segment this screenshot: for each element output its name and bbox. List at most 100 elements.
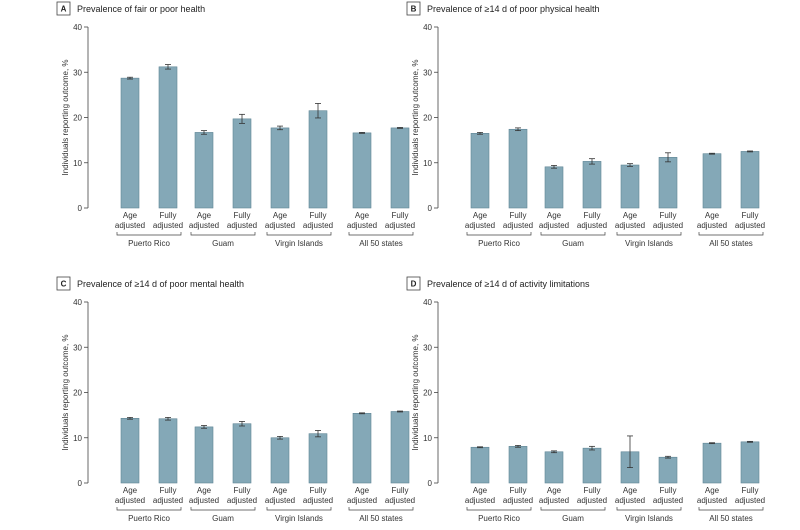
bar-label-line2: adjusted [347,496,377,505]
bar [308,110,328,209]
bar-label-line1: Age [705,486,720,495]
bar [308,433,328,484]
bar-label-line2: adjusted [577,221,607,230]
bar-label-line2: adjusted [465,221,495,230]
bar-label-line2: adjusted [227,221,257,230]
group-label: Guam [212,514,234,523]
group-bracket [266,507,332,511]
bar-label-line1: Fully [234,486,251,495]
bar [390,127,410,209]
bar [582,161,602,209]
bar-label-line2: adjusted [577,496,607,505]
group-bracket [348,232,414,236]
bar-label-line1: Fully [234,211,251,220]
panel-c: C Prevalence of ≥14 d of poor mental heal… [56,276,415,523]
bar-label-line2: adjusted [385,496,415,505]
bar [232,423,252,484]
bar [158,418,178,484]
bar-label-line2: adjusted [347,221,377,230]
y-tick-label: 30 [73,68,82,77]
panel-b: B Prevalence of ≥14 d of poor physical he… [406,1,765,248]
bar [620,164,640,209]
bar-label-line1: Fully [742,486,759,495]
bar-label-line2: adjusted [115,221,145,230]
bar-label-line1: Age [473,211,488,220]
group-label: Puerto Rico [128,514,170,523]
bar-label-line1: Age [547,211,562,220]
y-tick-label: 0 [78,204,83,213]
bar-label-line2: adjusted [189,221,219,230]
group-label: Guam [562,239,584,248]
y-axis-label: Individuals reporting outcome, % [61,59,70,175]
bar-label-line2: adjusted [735,221,765,230]
group-label: Puerto Rico [478,514,520,523]
group-label: All 50 states [709,514,753,523]
bar [740,151,760,209]
bar-label-line1: Fully [742,211,759,220]
bar [270,127,290,209]
bar-label-line2: adjusted [735,496,765,505]
group-bracket [466,507,532,511]
group-label: All 50 states [359,239,403,248]
panel-title: Prevalence of ≥14 d of activity limitati… [427,279,590,289]
group-label: Puerto Rico [478,239,520,248]
bar-label-line2: adjusted [503,496,533,505]
bar-label-line1: Age [705,211,720,220]
y-axis-label: Individuals reporting outcome, % [411,59,420,175]
bar-label-line2: adjusted [153,496,183,505]
group-bracket [348,507,414,511]
bar-label-line2: adjusted [653,221,683,230]
group-label: Virgin Islands [275,239,323,248]
bar [508,128,528,209]
bar [194,426,214,484]
bar [658,157,678,209]
bar-label-line2: adjusted [303,221,333,230]
bar [390,411,410,484]
bar-label-line1: Age [123,211,138,220]
y-axis-label: Individuals reporting outcome, % [61,334,70,450]
bar-label-line1: Fully [392,486,409,495]
group-bracket [190,232,256,236]
panel-a: A Prevalence of fair or poor health 0 10 20 3… [56,1,415,248]
bar-label-line2: adjusted [265,221,295,230]
bar [658,456,678,484]
bar-label-line1: Fully [510,486,527,495]
group-label: Virgin Islands [625,514,673,523]
bar [544,451,564,484]
bar-label-line1: Fully [160,211,177,220]
y-tick-label: 0 [428,479,433,488]
group-label: Virgin Islands [625,239,673,248]
bar-label-line1: Fully [660,211,677,220]
y-axis-label: Individuals reporting outcome, % [411,334,420,450]
bar-label-line2: adjusted [115,496,145,505]
bar-label-line2: adjusted [615,496,645,505]
bar-label-line2: adjusted [465,496,495,505]
y-tick-label: 30 [423,68,432,77]
group-bracket [116,507,182,511]
y-tick-label: 30 [423,343,432,352]
group-label: All 50 states [359,514,403,523]
bar [120,77,140,209]
bar-label-line1: Fully [660,486,677,495]
bar [352,132,372,209]
bar-label-line1: Age [273,211,288,220]
panel-letter: D [411,280,417,289]
bar-label-line2: adjusted [615,221,645,230]
bar [470,133,490,209]
bar-label-line1: Fully [160,486,177,495]
bar-label-line2: adjusted [189,496,219,505]
panel-badge [56,1,71,16]
bar [158,66,178,209]
group-bracket [698,507,764,511]
group-label: Guam [212,239,234,248]
y-tick-label: 10 [423,159,432,168]
group-bracket [698,232,764,236]
group-bracket [190,507,256,511]
group-label: All 50 states [709,239,753,248]
bar-label-line2: adjusted [303,496,333,505]
bar-label-line2: adjusted [153,221,183,230]
bar-label-line1: Age [355,211,370,220]
panel-letter: C [61,280,67,289]
bar [194,132,214,209]
y-tick-label: 0 [428,204,433,213]
